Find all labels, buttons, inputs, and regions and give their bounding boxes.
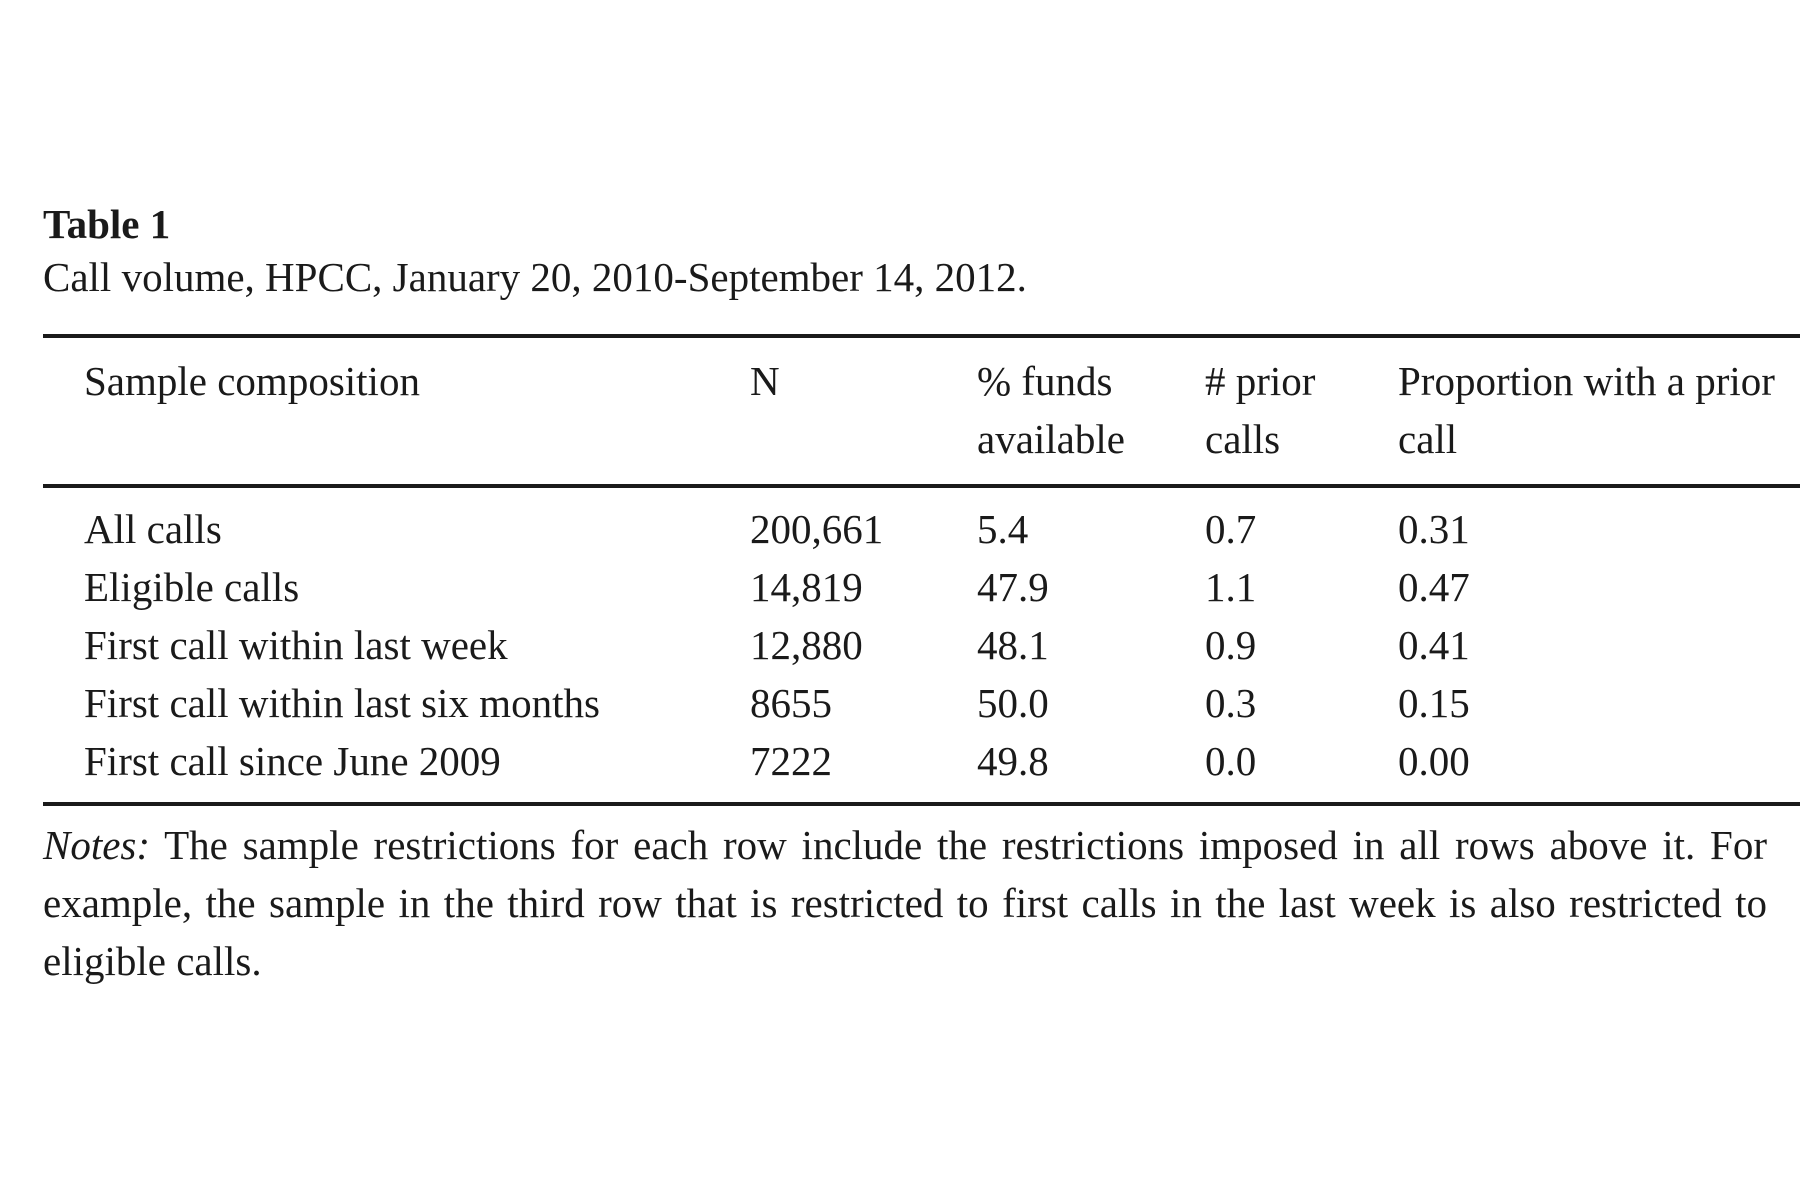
column-header-sample-composition: Sample composition (84, 358, 420, 404)
cell-proportion: 0.15 (1398, 680, 1470, 726)
table-row: First call within last six months 8655 5… (43, 674, 1800, 732)
table-header: Sample composition N % funds available #… (43, 336, 1800, 486)
table-title: Call volume, HPCC, January 20, 2010-Sept… (43, 254, 1027, 300)
cell-prior-calls: 1.1 (1205, 564, 1257, 610)
table-label: Table 1 (43, 201, 171, 247)
cell-proportion: 0.47 (1398, 564, 1470, 610)
cell-prior-calls: 0.0 (1205, 738, 1257, 784)
cell-n: 200,661 (750, 506, 884, 552)
document: Table 1 Call volume, HPCC, January 20, 2… (43, 200, 1800, 990)
cell-sample: First call within last week (84, 622, 508, 668)
column-header-funds-available: % funds available (977, 358, 1125, 462)
cell-n: 7222 (750, 738, 832, 784)
cell-sample: First call within last six months (84, 680, 600, 726)
cell-prior-calls: 0.3 (1205, 680, 1257, 726)
cell-proportion: 0.31 (1398, 506, 1470, 552)
table-body: All calls 200,661 5.4 0.7 0.31 Eligible … (43, 486, 1800, 804)
cell-sample: Eligible calls (84, 564, 300, 610)
notes-label: Notes: (43, 822, 151, 868)
column-header-prior-calls: # prior calls (1205, 358, 1316, 462)
data-table: Sample composition N % funds available #… (43, 334, 1800, 806)
table-row: First call since June 2009 7222 49.8 0.0… (43, 732, 1800, 804)
cell-n: 12,880 (750, 622, 863, 668)
column-header-proportion-prior-call: Proportion with a prior call (1398, 358, 1775, 462)
cell-n: 14,819 (750, 564, 863, 610)
cell-prior-calls: 0.9 (1205, 622, 1257, 668)
table-row: All calls 200,661 5.4 0.7 0.31 (43, 486, 1800, 558)
notes-text: The sample restrictions for each row inc… (43, 822, 1767, 984)
table-row: First call within last week 12,880 48.1 … (43, 616, 1800, 674)
cell-funds: 47.9 (977, 564, 1049, 610)
cell-funds: 5.4 (977, 506, 1029, 552)
column-header-n: N (750, 358, 780, 404)
cell-proportion: 0.41 (1398, 622, 1470, 668)
cell-n: 8655 (750, 680, 832, 726)
table-row: Eligible calls 14,819 47.9 1.1 0.47 (43, 558, 1800, 616)
cell-funds: 48.1 (977, 622, 1049, 668)
cell-prior-calls: 0.7 (1205, 506, 1257, 552)
cell-proportion: 0.00 (1398, 738, 1470, 784)
cell-funds: 49.8 (977, 738, 1049, 784)
header-row: Sample composition N % funds available #… (43, 336, 1800, 486)
cell-sample: First call since June 2009 (84, 738, 501, 784)
cell-sample: All calls (84, 506, 222, 552)
cell-funds: 50.0 (977, 680, 1049, 726)
table-notes: Notes: The sample restrictions for each … (43, 816, 1767, 990)
